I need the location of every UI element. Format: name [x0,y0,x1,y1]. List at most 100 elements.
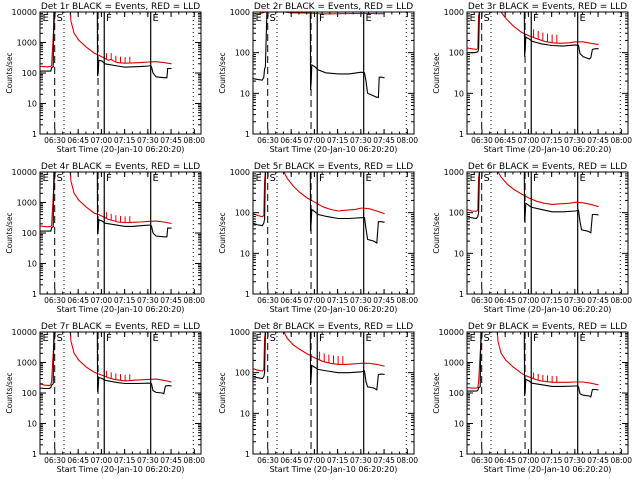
plot-frame [466,171,629,295]
x-tick-label: 07:00 [91,296,113,305]
x-tick-label: 07:45 [373,136,395,145]
phase-marker: S [56,333,62,344]
y-axis-label: Counts/sec [5,212,14,253]
y-axis-label: Counts/sec [218,372,227,413]
series-line-lld [253,332,385,372]
y-tick-label: 1000 [230,168,250,177]
y-tick-label: 100 [235,209,250,218]
phase-marker: E [470,333,476,344]
phase-marker: E [43,333,49,344]
series-line-lld [467,12,599,50]
series-line-lld [467,172,599,212]
x-tick-label: 08:00 [396,296,418,305]
x-tick-label: 07:15 [327,136,349,145]
y-tick-label: 10000 [439,328,464,337]
x-tick-label: 06:30 [471,296,493,305]
y-tick-label: 1000 [444,8,464,17]
x-tick-label: 06:45 [494,296,516,305]
y-tick-label: 1000 [17,359,37,368]
y-tick-label: 100 [22,229,37,238]
y-tick-label: 1000 [444,359,464,368]
phase-marker: S [483,173,489,184]
phase-marker: S [56,173,62,184]
y-tick-label: 100 [449,389,464,398]
x-axis-label: Start Time (20-Jan-10 06:20:20) [484,305,612,314]
panel-title: Det 4r BLACK = Events, RED = LLD [41,162,200,172]
series-line-lld [467,332,599,389]
x-tick-label: 07:30 [564,136,586,145]
phase-marker: E [365,173,371,184]
y-tick-label: 1 [32,450,37,459]
y-tick-label: 1 [245,290,250,299]
series-line-events [467,172,599,234]
x-tick-label: 07:30 [564,456,586,465]
y-tick-label: 1 [245,130,250,139]
plot-frame [252,171,415,295]
x-tick-label: 07:30 [137,456,159,465]
phase-marker: E [470,173,476,184]
x-tick-label: 06:45 [494,136,516,145]
x-tick-label: 08:00 [183,136,205,145]
y-tick-label: 10 [240,249,250,258]
x-tick-label: 07:45 [373,456,395,465]
phase-marker: E [470,13,476,24]
series-line-events [40,12,172,79]
y-axis-label: Counts/sec [432,372,441,413]
y-tick-label: 100 [22,69,37,78]
phase-marker: E [152,13,158,24]
x-tick-label: 07:45 [587,456,609,465]
y-tick-label: 1 [459,290,464,299]
panel-title: Det 7r BLACK = Events, RED = LLD [41,322,200,332]
x-tick-label: 07:30 [350,136,372,145]
x-tick-label: 07:00 [91,456,113,465]
x-tick-label: 07:45 [373,296,395,305]
y-axis-label: Counts/sec [432,212,441,253]
y-tick-label: 1 [459,130,464,139]
y-axis-label: Counts/sec [218,52,227,93]
y-tick-label: 100 [449,49,464,58]
x-tick-label: 07:00 [304,136,326,145]
x-axis-label: Start Time (20-Jan-10 06:20:20) [57,465,185,474]
phase-marker: F [319,333,325,344]
phase-marker: E [43,173,49,184]
plot-frame [466,11,629,135]
x-tick-label: 07:45 [587,136,609,145]
x-tick-label: 07:00 [304,456,326,465]
x-tick-label: 06:45 [67,456,89,465]
phase-marker: S [483,333,489,344]
phase-marker: S [56,13,62,24]
x-tick-label: 07:00 [518,456,540,465]
x-axis-label: Start Time (20-Jan-10 06:20:20) [270,145,398,154]
series-line-events [467,12,599,60]
x-tick-label: 06:45 [494,456,516,465]
y-tick-label: 1000 [230,8,250,17]
phase-marker: E [579,13,585,24]
phase-marker: F [106,13,112,24]
y-tick-label: 1 [245,450,250,459]
x-tick-label: 07:30 [564,296,586,305]
x-tick-label: 07:30 [350,456,372,465]
x-tick-label: 07:45 [160,136,182,145]
x-tick-label: 07:15 [114,136,136,145]
phase-marker: E [579,173,585,184]
x-tick-label: 07:45 [587,296,609,305]
x-tick-label: 06:30 [44,136,66,145]
x-tick-label: 07:15 [541,136,563,145]
x-tick-label: 07:30 [137,296,159,305]
y-tick-label: 1000 [17,199,37,208]
phase-marker: E [152,173,158,184]
panel-title: Det 9r BLACK = Events, RED = LLD [468,322,627,332]
panel-title: Det 6r BLACK = Events, RED = LLD [468,162,627,172]
x-tick-label: 06:45 [67,296,89,305]
y-axis-label: Counts/sec [432,52,441,93]
y-tick-label: 1 [32,290,37,299]
x-axis-label: Start Time (20-Jan-10 06:20:20) [57,145,185,154]
x-tick-label: 06:45 [280,296,302,305]
x-tick-label: 08:00 [610,136,632,145]
x-tick-label: 07:15 [114,296,136,305]
